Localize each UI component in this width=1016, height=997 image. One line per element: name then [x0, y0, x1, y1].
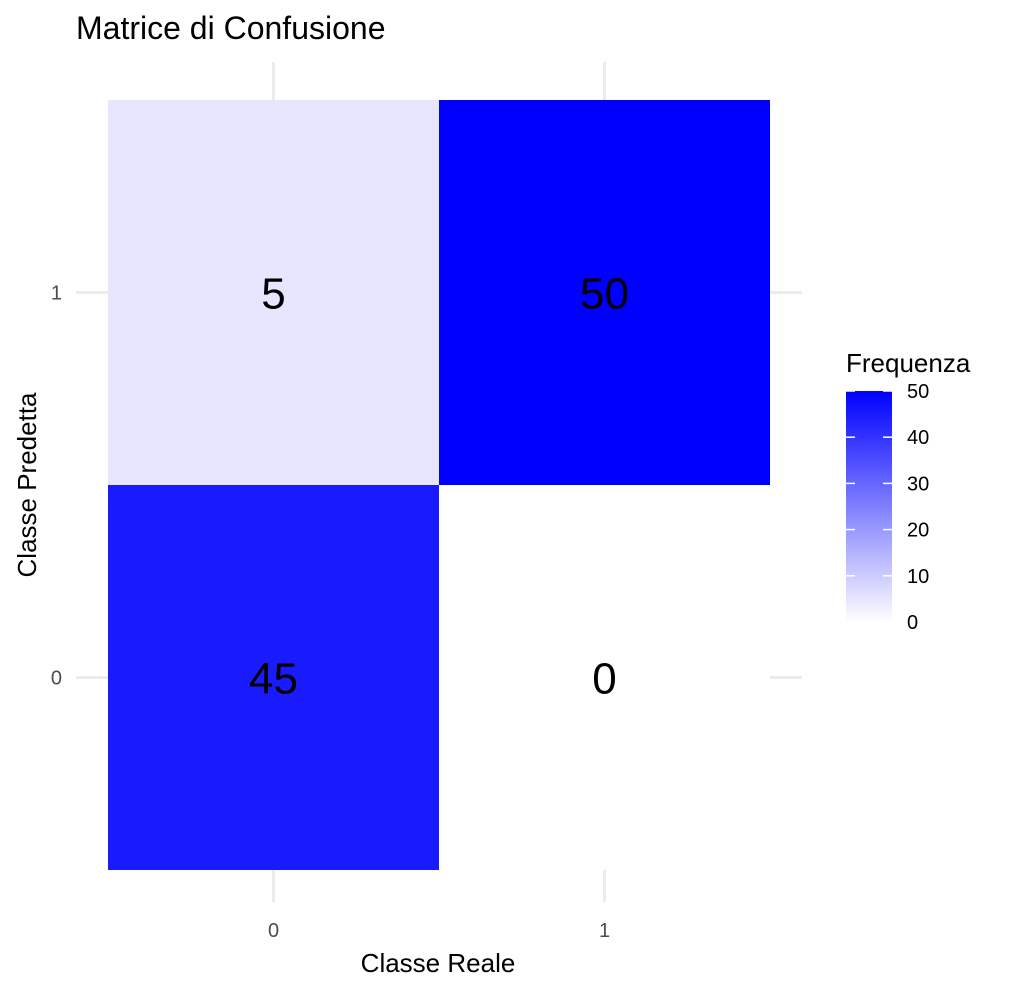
heatmap-cells	[108, 100, 770, 870]
heatmap-cell-0-0	[108, 485, 439, 870]
heatmap-cell-1-1	[439, 100, 770, 485]
legend-title: Frequenza	[846, 348, 971, 378]
cell-value-label: 0	[592, 655, 616, 704]
y-tick-label: 1	[51, 283, 62, 305]
cell-labels: 5 50 45 0	[249, 270, 629, 704]
heatmap-cell-0-1	[108, 100, 439, 485]
legend: Frequenza 0 10 20 30 40 50	[846, 348, 971, 634]
y-axis-title: Classe Predetta	[12, 392, 42, 578]
legend-tick-label: 50	[907, 381, 929, 403]
cell-value-label: 45	[249, 655, 298, 704]
cell-value-label: 5	[261, 270, 285, 319]
legend-tick-label: 30	[907, 473, 929, 495]
legend-tick-label: 40	[907, 427, 929, 449]
y-tick-label: 0	[51, 668, 62, 690]
legend-tick-label: 10	[907, 566, 929, 588]
legend-colorbar	[846, 391, 892, 622]
x-tick-label: 0	[268, 920, 279, 942]
legend-tick-label: 20	[907, 520, 929, 542]
cell-value-label: 50	[580, 270, 629, 319]
axes: 0 1 0 1	[51, 283, 610, 943]
chart-title: Matrice di Confusione	[76, 10, 385, 46]
legend-tick-label: 0	[907, 612, 918, 634]
heatmap-cell-1-0	[439, 485, 770, 870]
x-axis-title: Classe Reale	[361, 948, 516, 978]
x-tick-label: 1	[599, 920, 610, 942]
